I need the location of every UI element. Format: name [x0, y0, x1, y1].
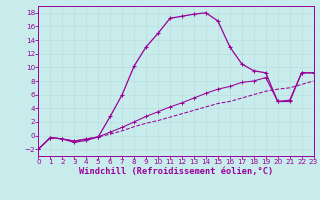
X-axis label: Windchill (Refroidissement éolien,°C): Windchill (Refroidissement éolien,°C)	[79, 167, 273, 176]
